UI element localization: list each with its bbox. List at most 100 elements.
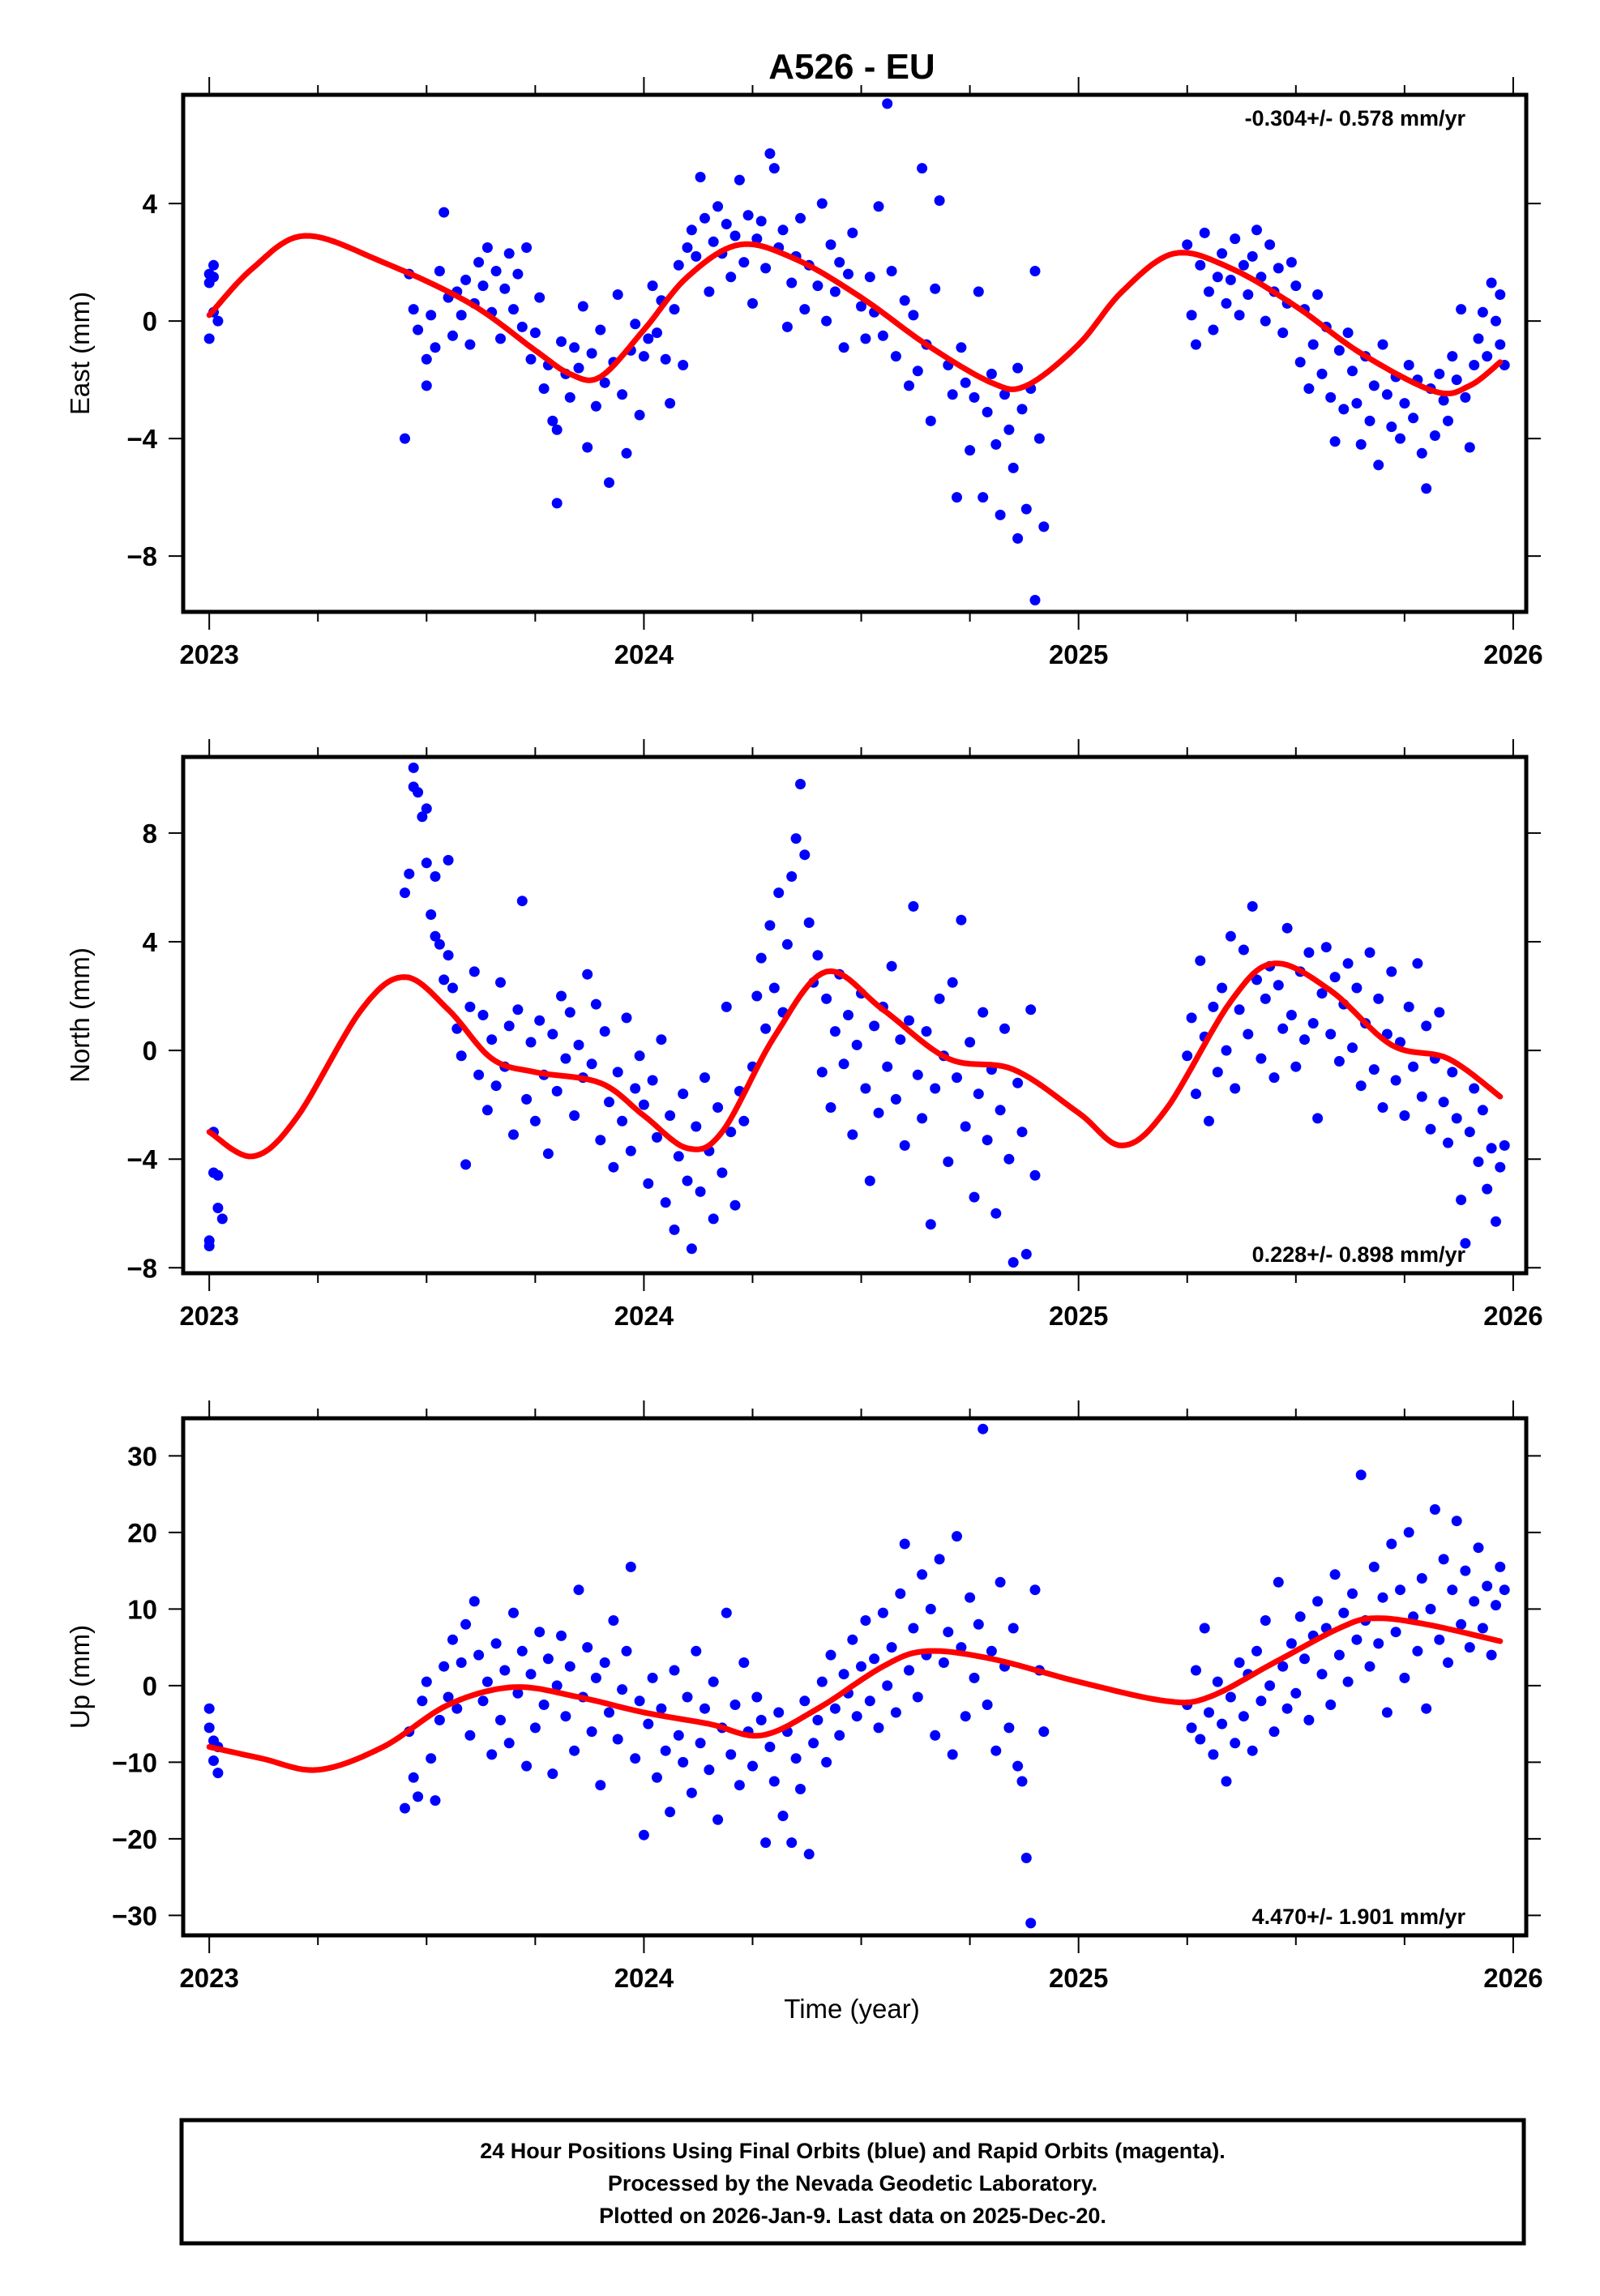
data-point xyxy=(503,1738,515,1749)
panel-up: 2023 2024 2025 2026 −30 −20 −10 0 10 20 30 Up (mm) 4… xyxy=(65,1400,1543,1993)
data-point xyxy=(512,1004,524,1015)
x-tick-label: 2023 xyxy=(179,1963,238,1993)
data-point xyxy=(1399,1110,1410,1121)
data-point xyxy=(1243,1028,1254,1040)
data-point xyxy=(525,353,537,365)
data-point xyxy=(1208,1749,1219,1760)
data-point xyxy=(413,1791,424,1802)
data-point xyxy=(439,207,450,218)
y-tick-label: 0 xyxy=(143,306,157,336)
data-point xyxy=(869,1653,880,1665)
data-point xyxy=(742,210,754,221)
data-point xyxy=(621,447,632,459)
data-point xyxy=(969,1191,980,1203)
data-point xyxy=(712,1102,724,1113)
footer-box: 24 Hour Positions Using Final Orbits (bl… xyxy=(179,2118,1526,2246)
data-point xyxy=(1303,947,1315,958)
data-point xyxy=(1273,263,1284,274)
data-point xyxy=(1003,1153,1015,1165)
data-point xyxy=(917,1113,928,1124)
data-point xyxy=(1482,351,1493,362)
data-point xyxy=(834,257,845,268)
x-axis-label: Time (year) xyxy=(784,1994,919,2024)
data-point xyxy=(547,415,558,426)
data-point xyxy=(1003,424,1015,435)
x-ticks-north xyxy=(208,739,1514,1291)
data-point xyxy=(999,1023,1010,1034)
data-point xyxy=(617,1115,628,1127)
data-point xyxy=(1247,250,1258,262)
data-point xyxy=(1020,1249,1032,1259)
data-point xyxy=(582,1642,593,1653)
data-point xyxy=(1495,1561,1506,1572)
data-point xyxy=(1399,1672,1410,1683)
data-point xyxy=(512,268,524,280)
data-point xyxy=(1273,980,1284,991)
data-point xyxy=(595,324,606,336)
data-point xyxy=(1025,1918,1037,1929)
data-point xyxy=(1208,324,1219,336)
data-point xyxy=(1247,1745,1258,1756)
data-point xyxy=(990,1208,1002,1219)
data-point xyxy=(669,304,680,315)
data-point xyxy=(882,1680,893,1691)
data-point xyxy=(1333,1649,1345,1661)
data-point xyxy=(586,1726,597,1738)
data-point xyxy=(873,1722,884,1734)
data-point xyxy=(838,1058,849,1070)
data-point xyxy=(734,174,745,186)
x-tick-label: 2026 xyxy=(1483,1301,1542,1331)
data-point xyxy=(738,257,750,268)
x-tick-label: 2024 xyxy=(614,1301,674,1331)
data-point xyxy=(952,1531,962,1542)
data-point xyxy=(490,266,502,276)
data-point xyxy=(947,1749,958,1760)
data-point xyxy=(551,1680,563,1691)
data-point xyxy=(556,990,567,1002)
data-point xyxy=(1469,1083,1480,1094)
data-point xyxy=(1303,383,1315,394)
data-point xyxy=(1386,421,1397,433)
data-point xyxy=(1482,1183,1493,1195)
data-point xyxy=(821,1756,832,1768)
data-point xyxy=(978,1423,989,1434)
data-point xyxy=(829,1703,841,1714)
plot-area-up xyxy=(203,1423,1510,1929)
data-point xyxy=(856,1661,866,1672)
data-point xyxy=(1364,947,1375,958)
data-point xyxy=(1212,1067,1223,1078)
data-point xyxy=(456,1050,467,1062)
data-point xyxy=(982,1700,993,1710)
data-point xyxy=(825,239,836,250)
data-point xyxy=(612,1734,623,1745)
data-point xyxy=(1333,344,1345,356)
y-axis-label-up: Up (mm) xyxy=(65,1625,95,1729)
data-point xyxy=(590,998,601,1010)
footer-line-1: 24 Hour Positions Using Final Orbits (bl… xyxy=(480,2139,1226,2163)
data-point xyxy=(208,272,219,283)
data-point xyxy=(717,1167,728,1178)
plot-frame-east xyxy=(181,92,1529,614)
data-point xyxy=(917,1569,928,1580)
data-point xyxy=(582,968,593,980)
x-tick-label: 2025 xyxy=(1049,1301,1108,1331)
data-point xyxy=(638,1099,649,1110)
data-point xyxy=(695,1738,706,1749)
data-point xyxy=(943,1627,954,1638)
data-point xyxy=(1007,1257,1019,1268)
data-point xyxy=(1312,1113,1324,1124)
data-point xyxy=(1230,1738,1241,1749)
data-point xyxy=(647,1075,658,1086)
data-point xyxy=(477,1695,489,1707)
data-point xyxy=(212,1203,224,1213)
data-point xyxy=(1016,1776,1028,1787)
data-point xyxy=(1251,974,1262,986)
data-point xyxy=(978,1007,989,1018)
data-point xyxy=(864,1175,875,1186)
data-point xyxy=(904,1015,914,1026)
data-point xyxy=(665,1110,676,1121)
data-point xyxy=(695,1186,706,1197)
data-point xyxy=(208,259,219,271)
data-point xyxy=(617,389,628,400)
data-point xyxy=(1351,1634,1363,1645)
